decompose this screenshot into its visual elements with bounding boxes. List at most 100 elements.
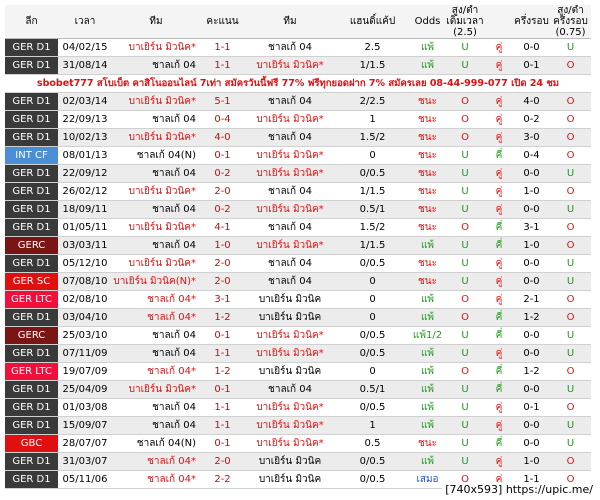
half-time-over-under: U <box>550 344 591 363</box>
league: GER D1 <box>5 182 58 201</box>
score: 3-1 <box>200 290 245 309</box>
score: 1-1 <box>200 38 245 57</box>
handicap: 0/0.5 <box>335 398 410 417</box>
handicap: 1/1.5 <box>335 56 410 75</box>
odds-result: แพ้ <box>410 398 445 417</box>
over-under: U <box>445 164 485 183</box>
over-under: U <box>445 38 485 57</box>
score: 2-0 <box>200 182 245 201</box>
away-team: ชาลเก้ 04 <box>245 182 335 201</box>
half-time-score: 0-0 <box>513 272 550 291</box>
odd-even: คู่ <box>485 452 513 471</box>
odds-result: แพ้ <box>410 416 445 435</box>
odd-even: คู่ <box>485 128 513 147</box>
header-cell: แฮนดิ์แค้ป <box>335 5 410 39</box>
match-row: GER D1 15/09/07 ชาลเก้ 04 1-1 บาเยิร์น มิวนิ… <box>5 416 591 435</box>
odds-result: แพ้ <box>410 380 445 399</box>
league: GER D1 <box>5 398 58 417</box>
score: 0-1 <box>200 146 245 165</box>
league: GER D1 <box>5 128 58 147</box>
over-under: U <box>445 452 485 471</box>
score: 0-2 <box>200 200 245 219</box>
away-team: ชาลเก้ 04 <box>245 218 335 237</box>
odds-result: แพ้1/2 <box>410 326 445 345</box>
half-time-score: 1-2 <box>513 362 550 381</box>
half-time-over-under: U <box>550 434 591 453</box>
handicap: 1.5/2 <box>335 128 410 147</box>
away-team: ชาลเก้ 04 <box>245 254 335 273</box>
score: 1-1 <box>200 56 245 75</box>
match-row: GER LTC 02/08/10 ชาลเก้ 04* 3-1 บาเยิร์น มิว… <box>5 290 591 309</box>
match-table: ลีก เวลา ทีม คะแนน ทีม แฮนดิ์แค้ป Odds ส… <box>5 5 591 489</box>
away-team: บาเยิร์น มิวนิค* <box>245 236 335 255</box>
league: GER LTC <box>5 362 58 381</box>
half-time-score: 0-0 <box>513 38 550 57</box>
match-row: GER D1 26/02/12 บาเยิร์น มิวนิค* 2-0 ชาลเก้ … <box>5 182 591 201</box>
over-under: O <box>445 92 485 111</box>
league: GER LTC <box>5 290 58 309</box>
away-team: บาเยิร์น มิวนิค* <box>245 110 335 129</box>
date: 22/09/12 <box>58 164 112 183</box>
league: GER D1 <box>5 254 58 273</box>
half-time-score: 1-0 <box>513 452 550 471</box>
home-team: บาเยิร์น มิวนิค* <box>112 254 200 273</box>
odds-result: แพ้ <box>410 290 445 309</box>
odd-even: คู่ <box>485 164 513 183</box>
odds-result: ชนะ <box>410 128 445 147</box>
odds-result: ชนะ <box>410 146 445 165</box>
date: 01/03/08 <box>58 398 112 417</box>
half-time-over-under: O <box>550 452 591 471</box>
date: 02/03/14 <box>58 92 112 111</box>
league: GER D1 <box>5 344 58 363</box>
home-team: ชาลเก้ 04* <box>112 470 200 489</box>
handicap: 1 <box>335 416 410 435</box>
odds-result: ชนะ <box>410 218 445 237</box>
away-team: บาเยิร์น มิวนิค* <box>245 164 335 183</box>
league: GER D1 <box>5 110 58 129</box>
odds-result: ชนะ <box>410 110 445 129</box>
away-team: บาเยิร์น มิวนิค <box>245 290 335 309</box>
match-row: GER D1 05/12/10 บาเยิร์น มิวนิค* 2-0 ชาลเก้ … <box>5 254 591 273</box>
league: GER SC <box>5 272 58 291</box>
odds-result: ชนะ <box>410 182 445 201</box>
over-under: O <box>445 110 485 129</box>
score: 0-1 <box>200 380 245 399</box>
home-team: ชาลเก้ 04 <box>112 326 200 345</box>
header-cell: ทีม <box>245 5 335 39</box>
half-time-score: 3-0 <box>513 128 550 147</box>
half-time-score: 0-0 <box>513 416 550 435</box>
away-team: บาเยิร์น มิวนิค* <box>245 416 335 435</box>
home-team: บาเยิร์น มิวนิค* <box>112 380 200 399</box>
date: 28/07/07 <box>58 434 112 453</box>
half-time-score: 3-1 <box>513 218 550 237</box>
handicap: 1.5/2 <box>335 218 410 237</box>
header-row: ลีก เวลา ทีม คะแนน ทีม แฮนดิ์แค้ป Odds ส… <box>5 5 591 39</box>
half-time-score: 0-1 <box>513 398 550 417</box>
league: GERC <box>5 236 58 255</box>
over-under: U <box>445 200 485 219</box>
match-row: GER D1 31/03/07 ชาลเก้ 04* 2-0 บาเยิร์น มิวน… <box>5 452 591 471</box>
score: 4-0 <box>200 128 245 147</box>
half-time-over-under: U <box>550 164 591 183</box>
over-under: U <box>445 236 485 255</box>
league: GER D1 <box>5 308 58 327</box>
date: 18/09/11 <box>58 200 112 219</box>
league: GER D1 <box>5 56 58 75</box>
league: GER D1 <box>5 416 58 435</box>
half-time-score: 0-0 <box>513 326 550 345</box>
match-row: GER D1 22/09/13 ชาลเก้ 04 0-4 บาเยิร์น มิวนิ… <box>5 110 591 129</box>
half-time-over-under: O <box>550 146 591 165</box>
half-time-over-under: O <box>550 110 591 129</box>
score: 0-1 <box>200 326 245 345</box>
odds-result: แพ้ <box>410 236 445 255</box>
over-under: O <box>445 290 485 309</box>
half-time-score: 0-0 <box>513 164 550 183</box>
match-row: GERC 03/03/11 ชาลเก้ 04 1-0 บาเยิร์น มิวนิค*… <box>5 236 591 255</box>
odd-even: คี่ <box>485 146 513 165</box>
odds-result: แพ้ <box>410 38 445 57</box>
handicap: 0 <box>335 290 410 309</box>
banner: sbobet777 สโบเบ็ต คาสิโนออนไลน์ 7เท่า สม… <box>5 74 591 93</box>
odds-result: ชนะ <box>410 254 445 273</box>
over-under: U <box>445 380 485 399</box>
handicap: 0.5 <box>335 434 410 453</box>
